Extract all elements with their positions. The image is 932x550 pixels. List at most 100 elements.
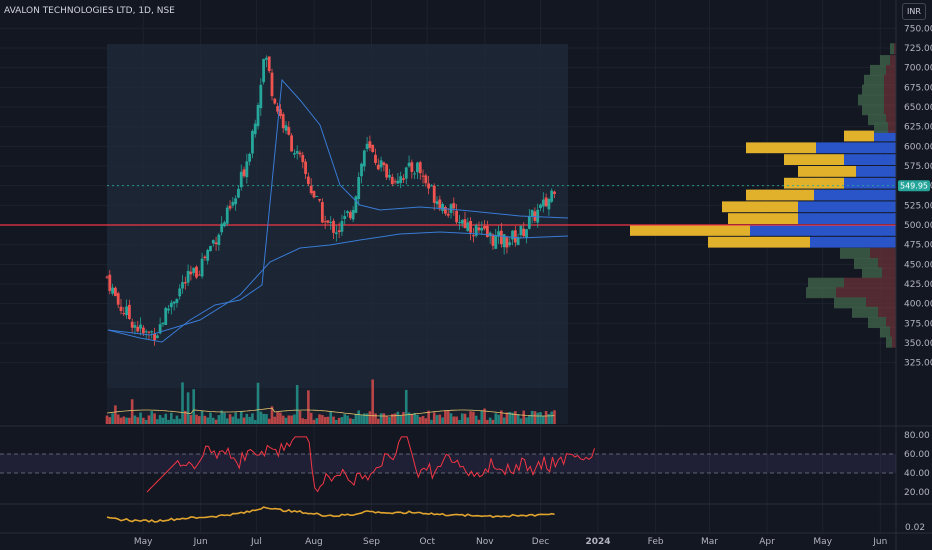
price-tick: 400.00	[904, 300, 932, 310]
candle-body	[237, 188, 240, 198]
volume-profile-bar-faint	[858, 94, 884, 106]
volume-bar	[463, 413, 467, 424]
candle-body	[430, 185, 433, 187]
volume-bar	[525, 417, 528, 424]
candle-body	[192, 267, 196, 273]
candle-body	[270, 72, 274, 97]
volume-bar	[156, 419, 159, 424]
volume-bar	[234, 412, 237, 424]
candle-body	[416, 162, 419, 173]
candle-body	[228, 205, 232, 209]
candle-body	[298, 152, 302, 155]
volume-bar	[287, 415, 291, 424]
volume-bar	[301, 418, 305, 424]
candle-body	[122, 313, 126, 315]
volume-profile-bar-faint	[852, 306, 878, 318]
volume-bar	[242, 417, 246, 424]
candle-body	[167, 308, 170, 311]
candle-body	[452, 203, 456, 209]
volume-bar	[491, 419, 495, 424]
volume-bar	[505, 412, 509, 424]
candle-body	[544, 197, 548, 207]
volume-bar	[460, 413, 464, 424]
price-tick: 500.00	[904, 221, 932, 231]
candle-body	[410, 162, 414, 172]
volume-profile-bar-faint	[878, 306, 896, 318]
candle-body	[323, 221, 327, 223]
candle-body	[362, 150, 366, 167]
candle-body	[158, 324, 162, 334]
volume-bar	[390, 414, 394, 424]
price-tick: 675.00	[904, 83, 932, 93]
volume-profile-bar-up	[630, 225, 750, 236]
volume-profile-bar-faint	[864, 74, 884, 86]
volume-bar	[550, 411, 553, 424]
volume-bar	[533, 411, 537, 424]
volume-bar	[136, 417, 140, 424]
volume-bar	[472, 411, 475, 424]
range-highlight	[107, 44, 568, 388]
candle-body	[511, 230, 514, 240]
volume-bar	[508, 411, 512, 424]
candle-body	[186, 271, 190, 283]
currency-button[interactable]: INR	[902, 3, 926, 20]
candle-body	[312, 191, 316, 198]
price-tick: 600.00	[904, 142, 932, 152]
volume-profile-bar-faint	[886, 114, 896, 126]
volume-bar	[206, 417, 209, 424]
volume-bar	[251, 413, 254, 424]
price-tick: 575.00	[904, 162, 932, 172]
candle-body	[553, 191, 556, 195]
candle-body	[211, 240, 215, 244]
candle-body	[494, 235, 498, 249]
volume-bar	[547, 414, 551, 424]
candle-body	[181, 282, 184, 289]
volume-bar	[516, 414, 520, 424]
volume-bar	[446, 410, 450, 424]
rsi-tick: 80.00	[904, 431, 930, 441]
price-tick: 375.00	[904, 319, 932, 329]
volume-bar	[186, 392, 190, 424]
volume-bar	[209, 412, 212, 424]
volume-bar	[281, 415, 285, 424]
candle-body	[273, 98, 277, 104]
volume-profile-bar-up	[784, 154, 844, 165]
volume-bar	[514, 411, 517, 424]
volume-bar	[116, 414, 120, 424]
candle-body	[175, 298, 179, 303]
candle-body	[488, 232, 492, 237]
candle-body	[223, 222, 226, 227]
candle-body	[413, 173, 417, 175]
volume-profile-bar-up	[844, 130, 874, 142]
volume-bar	[449, 413, 453, 424]
rsi-axis[interactable]: 80.00 60.00 40.00 20.00	[904, 431, 930, 498]
candle-body	[337, 230, 341, 233]
time-axis[interactable]: May Jun Jul Aug Sep Oct Nov Dec 2024 Feb Mar Apr May…	[134, 537, 887, 547]
candle-body	[469, 220, 472, 233]
candle-body	[457, 222, 461, 224]
volume-bar	[497, 414, 500, 424]
candle-body	[329, 221, 333, 223]
candle-body	[119, 306, 123, 311]
volume-profile-bar-faint	[868, 317, 886, 329]
candle-body	[172, 301, 176, 304]
candle-body	[536, 209, 540, 223]
candle-body	[346, 211, 349, 213]
volume-bar	[477, 419, 481, 424]
candle-body	[438, 199, 442, 210]
candle-body	[376, 164, 380, 170]
volume-bar	[458, 419, 461, 424]
volume-bar	[214, 419, 218, 424]
candle-body	[301, 154, 305, 163]
candle-body	[499, 230, 503, 245]
volume-bar	[192, 389, 196, 424]
candle-body	[427, 183, 431, 189]
volume-bar	[144, 419, 148, 424]
candle-body	[474, 225, 478, 236]
volume-profile-bar-down	[810, 236, 896, 248]
price-axis[interactable]: 750.00 725.00 700.00 675.00 650.00 625.00 600.…	[904, 24, 932, 368]
volume-profile-bar-faint	[892, 336, 896, 348]
candle-body	[399, 176, 403, 184]
volume-profile-bar-up	[746, 189, 814, 201]
